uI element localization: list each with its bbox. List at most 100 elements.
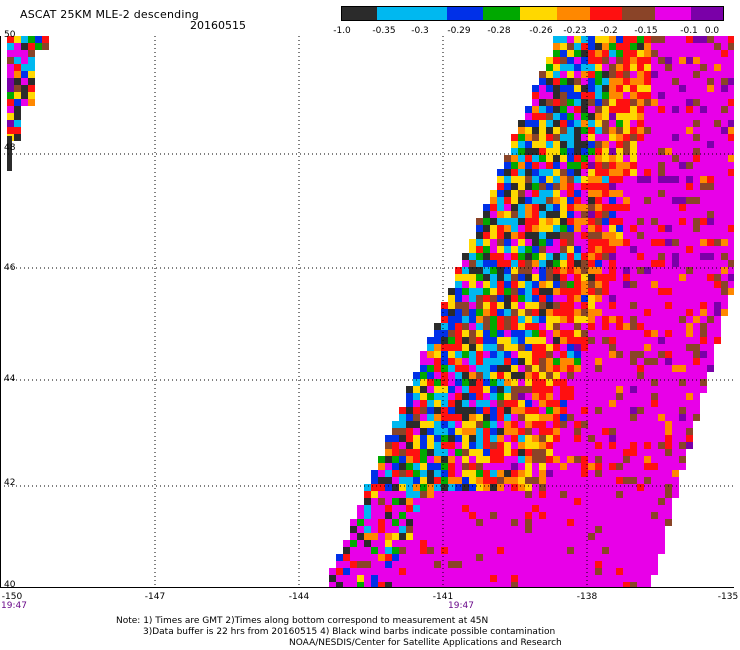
wind-quality-cell [637,575,644,582]
wind-quality-cell [700,267,707,274]
wind-quality-cell [518,218,525,225]
wind-quality-cell [469,526,476,533]
wind-quality-cell [518,204,525,211]
wind-quality-cell [707,316,714,323]
wind-quality-cell [588,190,595,197]
wind-quality-cell [693,344,700,351]
wind-quality-cell [553,302,560,309]
wind-quality-cell [567,232,574,239]
wind-quality-cell [413,449,420,456]
wind-quality-cell [637,36,644,43]
wind-quality-cell [560,197,567,204]
wind-quality-cell [644,197,651,204]
wind-quality-cell [553,295,560,302]
wind-quality-cell [448,302,455,309]
wind-quality-cell [665,218,672,225]
wind-quality-cell [497,204,504,211]
wind-quality-cell [14,99,21,106]
wind-quality-cell [609,526,616,533]
wind-quality-cell [567,519,574,526]
wind-quality-cell [7,127,14,134]
wind-quality-cell [7,36,14,43]
wind-quality-cell [616,267,623,274]
wind-quality-cell [686,393,693,400]
wind-quality-cell [14,36,21,43]
wind-quality-cell [707,225,714,232]
wind-quality-cell [637,372,644,379]
wind-quality-cell [406,386,413,393]
wind-quality-cell [567,379,574,386]
wind-quality-cell [462,407,469,414]
wind-quality-cell [420,372,427,379]
wind-quality-cell [728,78,734,85]
wind-quality-cell [511,400,518,407]
wind-quality-cell [651,246,658,253]
wind-quality-cell [518,568,525,575]
wind-quality-cell [378,498,385,505]
wind-quality-cell [546,148,553,155]
wind-quality-cell [378,554,385,561]
wind-quality-cell [553,85,560,92]
wind-quality-cell [567,148,574,155]
wind-quality-cell [602,421,609,428]
wind-quality-cell [595,414,602,421]
wind-quality-cell [728,176,734,183]
wind-quality-cell [658,141,665,148]
wind-quality-cell [672,43,679,50]
wind-quality-cell [560,99,567,106]
wind-quality-cell [665,57,672,64]
wind-quality-cell [483,428,490,435]
wind-quality-cell [525,337,532,344]
wind-quality-cell [581,498,588,505]
wind-quality-cell [707,309,714,316]
wind-quality-cell [728,169,734,176]
wind-quality-cell [616,407,623,414]
wind-quality-cell [462,253,469,260]
wind-quality-cell [553,526,560,533]
wind-quality-cell [413,386,420,393]
wind-quality-cell [644,456,651,463]
wind-quality-cell [714,43,721,50]
wind-quality-cell [427,442,434,449]
wind-quality-cell [658,267,665,274]
wind-quality-cell [693,225,700,232]
wind-quality-cell [602,477,609,484]
wind-quality-cell [567,365,574,372]
wind-quality-cell [560,358,567,365]
wind-quality-cell [679,267,686,274]
wind-quality-cell [658,358,665,365]
wind-quality-cell [609,414,616,421]
wind-quality-cell [567,218,574,225]
wind-quality-cell [525,120,532,127]
wind-quality-cell [665,204,672,211]
wind-quality-cell [532,162,539,169]
wind-quality-cell [672,449,679,456]
wind-quality-cell [693,176,700,183]
wind-quality-cell [469,246,476,253]
wind-quality-cell [385,554,392,561]
wind-quality-cell [455,393,462,400]
wind-quality-cell [546,134,553,141]
wind-quality-cell [651,484,658,491]
wind-quality-cell [448,407,455,414]
wind-quality-cell [630,407,637,414]
wind-quality-cell [686,386,693,393]
wind-quality-cell [434,379,441,386]
wind-quality-cell [707,204,714,211]
wind-quality-cell [518,421,525,428]
wind-quality-cell [539,127,546,134]
wind-quality-cell [700,64,707,71]
wind-quality-cell [567,449,574,456]
wind-quality-cell [504,519,511,526]
wind-quality-cell [469,400,476,407]
wind-quality-cell [525,400,532,407]
wind-quality-cell [679,393,686,400]
wind-quality-cell [623,85,630,92]
wind-quality-cell [665,484,672,491]
wind-quality-cell [665,309,672,316]
wind-quality-cell [7,106,14,113]
wind-quality-cell [574,337,581,344]
wind-quality-cell [693,64,700,71]
map-date: 20160515 [190,19,246,32]
wind-quality-cell [560,316,567,323]
